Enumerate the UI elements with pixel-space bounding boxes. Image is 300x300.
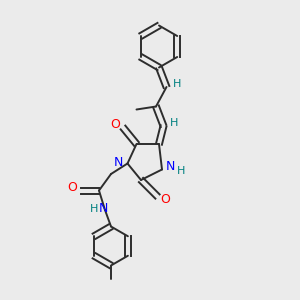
Text: O: O (160, 193, 170, 206)
Text: H: H (173, 79, 181, 89)
Text: N: N (114, 155, 123, 169)
Text: H: H (176, 166, 185, 176)
Text: N: N (166, 160, 175, 173)
Text: O: O (67, 181, 77, 194)
Text: O: O (111, 118, 120, 131)
Text: H: H (170, 118, 178, 128)
Text: N: N (99, 202, 108, 215)
Text: H: H (90, 203, 99, 214)
